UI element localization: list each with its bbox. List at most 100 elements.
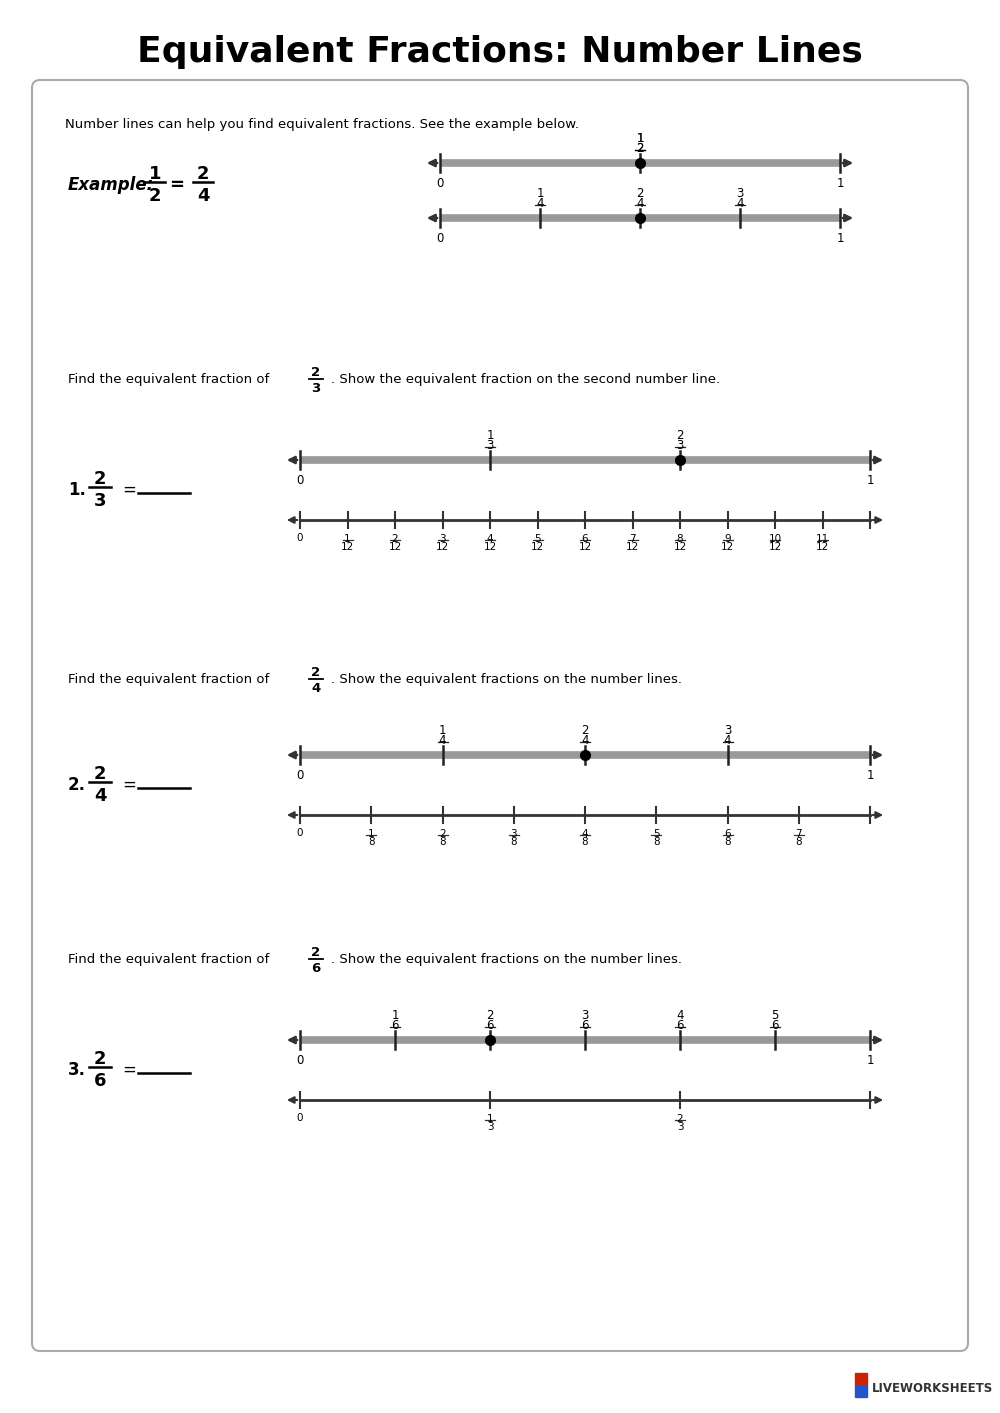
Text: =: = [122,776,136,794]
Text: 1: 1 [866,769,874,781]
Text: 1: 1 [866,473,874,487]
Text: 2: 2 [197,165,209,184]
Text: 7: 7 [629,534,636,544]
Text: 8: 8 [582,836,588,846]
Text: 1: 1 [536,187,544,201]
Text: 6: 6 [582,534,588,544]
Text: 8: 8 [439,836,446,846]
Text: 2: 2 [94,1050,106,1068]
Text: 0: 0 [436,232,444,244]
Text: 11: 11 [816,534,829,544]
Text: 4: 4 [311,681,321,695]
Text: 10: 10 [768,534,782,544]
Text: 4: 4 [94,787,106,805]
Text: 12: 12 [721,543,734,552]
Text: 3: 3 [736,187,744,201]
Text: 3: 3 [439,534,446,544]
Text: 0: 0 [296,1054,304,1067]
Text: 6: 6 [94,1072,106,1089]
Text: 3.: 3. [68,1061,86,1080]
Text: LIVEWORKSHEETS: LIVEWORKSHEETS [872,1382,993,1395]
Text: 2.: 2. [68,776,86,794]
Text: 2: 2 [94,471,106,487]
Text: 3: 3 [510,829,517,839]
Text: 6: 6 [724,829,731,839]
Text: 12: 12 [436,543,449,552]
Text: 1.: 1. [68,480,86,499]
Text: 4: 4 [487,534,493,544]
Text: 2: 2 [581,723,589,738]
Text: 4: 4 [581,733,589,747]
Text: 3: 3 [486,439,494,452]
Text: . Show the equivalent fraction on the second number line.: . Show the equivalent fraction on the se… [331,373,720,387]
Text: 8: 8 [677,534,683,544]
Text: 1: 1 [636,131,644,146]
Text: 1: 1 [344,534,351,544]
Text: 1: 1 [439,723,446,738]
Text: 1: 1 [368,829,375,839]
Text: 0: 0 [436,177,444,189]
Text: 12: 12 [673,543,687,552]
Text: =: = [122,1061,136,1080]
Text: Find the equivalent fraction of: Find the equivalent fraction of [68,373,269,387]
Text: 12: 12 [626,543,639,552]
Text: 3: 3 [676,439,684,452]
Text: 2: 2 [311,947,321,959]
Text: 12: 12 [816,543,829,552]
Bar [855,1373,867,1385]
Text: 1: 1 [391,1009,399,1022]
Text: 5: 5 [771,1009,779,1022]
Text: . Show the equivalent fractions on the number lines.: . Show the equivalent fractions on the n… [331,954,682,966]
Text: 1: 1 [487,1113,493,1123]
Text: 4: 4 [676,1009,684,1022]
Text: Equivalent Fractions: Number Lines: Equivalent Fractions: Number Lines [137,35,863,69]
Text: Find the equivalent fraction of: Find the equivalent fraction of [68,954,269,966]
Text: 6: 6 [486,1019,494,1031]
Text: 6: 6 [771,1019,779,1031]
Text: 2: 2 [392,534,398,544]
Text: 2: 2 [149,187,161,205]
Text: 8: 8 [510,836,517,846]
Text: =: = [122,480,136,499]
Text: 8: 8 [724,836,731,846]
Text: 6: 6 [311,961,321,975]
Text: 0: 0 [296,769,304,781]
Text: 1: 1 [636,131,644,146]
Text: 2: 2 [94,764,106,783]
Text: 1: 1 [836,232,844,244]
Text: 2: 2 [311,366,321,380]
Text: 6: 6 [391,1019,399,1031]
Text: 4: 4 [197,187,209,205]
Text: 1: 1 [486,430,494,442]
Text: 3: 3 [487,1122,493,1132]
Text: 2: 2 [636,141,644,155]
Text: 3: 3 [677,1122,683,1132]
Text: Example:: Example: [68,177,154,194]
Text: 5: 5 [534,534,541,544]
Text: 12: 12 [578,543,592,552]
Text: 12: 12 [341,543,354,552]
Text: 1: 1 [866,1054,874,1067]
Text: 2: 2 [636,187,644,201]
Text: 1: 1 [836,177,844,189]
Bar [855,1385,867,1397]
Text: 2: 2 [676,430,684,442]
Text: 9: 9 [724,534,731,544]
Text: 4: 4 [736,196,744,211]
Text: 8: 8 [795,836,802,846]
Text: 1: 1 [149,165,161,184]
Text: Find the equivalent fraction of: Find the equivalent fraction of [68,674,269,687]
Text: . Show the equivalent fractions on the number lines.: . Show the equivalent fractions on the n… [331,674,682,687]
Text: 12: 12 [483,543,497,552]
Text: 2: 2 [636,141,644,155]
Text: 12: 12 [388,543,402,552]
Text: 2: 2 [311,667,321,680]
Text: 0: 0 [297,533,303,543]
Text: 2: 2 [439,829,446,839]
Text: 8: 8 [653,836,660,846]
Text: 8: 8 [368,836,375,846]
Text: 4: 4 [439,733,446,747]
Text: Number lines can help you find equivalent fractions. See the example below.: Number lines can help you find equivalen… [65,119,579,131]
Text: =: = [170,177,184,194]
Text: 6: 6 [676,1019,684,1031]
